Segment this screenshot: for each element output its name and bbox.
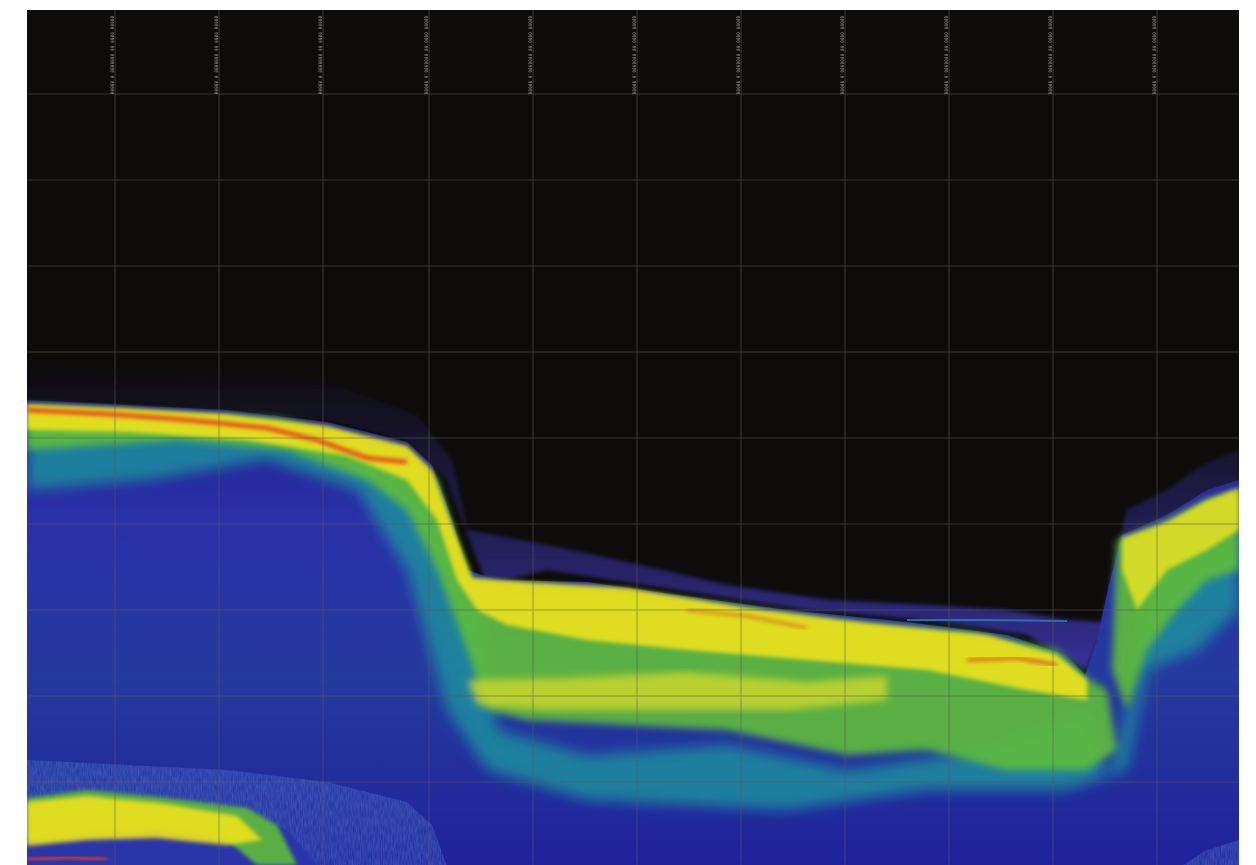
ping-label: 00000 0000 00 0000000 0 00000 xyxy=(943,16,949,156)
ping-label-text: 00000 0000 00 0000000 0 00000 xyxy=(213,16,219,95)
ping-label: 00000 0000 00 0000000 0 00000 xyxy=(631,16,637,156)
sediment-band-yellow-right xyxy=(1122,488,1239,610)
ping-label: 00000 0000 00 0000000 0 00000 xyxy=(423,16,429,156)
ping-label-text: 00000 0000 00 0000000 0 00000 xyxy=(943,16,949,95)
strong-return-line-right xyxy=(966,656,1058,667)
ping-label: 00000 0000 00 0000000 0 00000 xyxy=(1047,16,1053,156)
surface-trace xyxy=(907,619,1068,622)
surface-haze xyxy=(27,362,1239,670)
sediment-band-yellow-lower xyxy=(467,672,887,710)
second-echo-red xyxy=(27,854,108,862)
ping-label-text: 00000 0000 00 0000000 0 00000 xyxy=(1047,16,1053,95)
sediment-band-teal xyxy=(27,410,1239,810)
ping-label: 00000 0000 00 0000000 0 00000 xyxy=(527,16,533,156)
second-echo-yellow xyxy=(27,796,262,846)
echogram-plot xyxy=(27,10,1239,865)
sediment-band-yellow xyxy=(27,404,1087,700)
echogram xyxy=(27,10,1239,865)
ping-label: 00000 0000 00 0000000 0 00000 xyxy=(317,16,323,156)
grid-overlay xyxy=(27,10,1239,865)
ping-label-text: 00000 0000 00 0000000 0 00000 xyxy=(631,16,637,95)
ping-label: 00000 0000 00 0000000 0 00000 xyxy=(735,16,741,156)
ping-label-text: 00000 0000 00 0000000 0 00000 xyxy=(423,16,429,95)
ping-label-text: 00000 0000 00 0000000 0 00000 xyxy=(527,16,533,95)
ping-label: 00000 0000 00 0000000 0 00000 xyxy=(109,16,115,156)
ping-label-text: 00000 0000 00 0000000 0 00000 xyxy=(735,16,741,95)
strong-return-line-mid xyxy=(686,608,808,630)
ping-label-text: 00000 0000 00 0000000 0 00000 xyxy=(839,16,845,95)
ping-label-text: 00000 0000 00 0000000 0 00000 xyxy=(109,16,115,95)
ping-label-text: 00000 0000 00 0000000 0 00000 xyxy=(1151,16,1157,95)
ping-label: 00000 0000 00 0000000 0 00000 xyxy=(839,16,845,156)
ping-label: 00000 0000 00 0000000 0 00000 xyxy=(213,16,219,156)
ping-label: 00000 0000 00 0000000 0 00000 xyxy=(1151,16,1157,156)
strong-return-line xyxy=(27,408,408,464)
ping-label-text: 00000 0000 00 0000000 0 00000 xyxy=(317,16,323,95)
